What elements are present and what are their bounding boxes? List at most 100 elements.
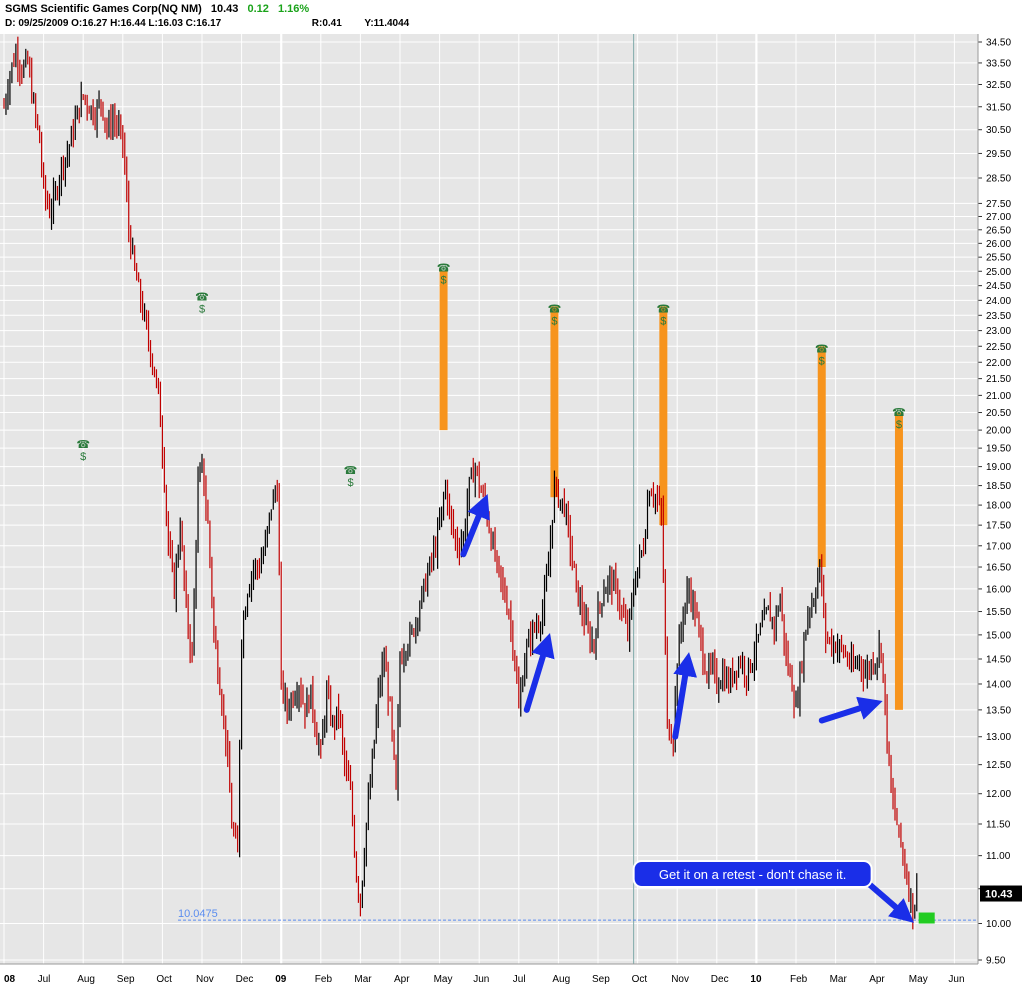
y-tick-label: 16.50	[986, 563, 1011, 574]
y-tick-label: 30.50	[986, 125, 1011, 136]
y-tick-label: 21.00	[986, 391, 1011, 402]
y-tick-label: 24.50	[986, 281, 1011, 292]
event-bar	[659, 306, 668, 526]
x-tick-label: Jun	[948, 974, 964, 985]
y-tick-label: 25.50	[986, 253, 1011, 264]
x-tick-label: 09	[275, 974, 287, 985]
y-tick-label: 12.00	[986, 789, 1011, 800]
y-tick-label: 18.00	[986, 501, 1011, 512]
x-tick-label: Sep	[592, 974, 610, 985]
quote-line: SGMS Scientific Games Corp(NQ NM) 10.43 …	[5, 3, 315, 15]
y-tick-label: 29.50	[986, 149, 1011, 160]
y-tick-label: 23.00	[986, 326, 1011, 337]
x-tick-label: Dec	[236, 974, 254, 985]
y-tick-label: 17.50	[986, 521, 1011, 532]
annotation-arrows	[460, 493, 914, 923]
y-tick-label: 26.50	[986, 225, 1011, 236]
dollar-icon: $	[819, 356, 825, 368]
x-axis-panel	[0, 964, 978, 991]
x-tick-label: Apr	[869, 974, 885, 985]
y-tick-label: 34.50	[986, 38, 1011, 49]
y-tick-label: 14.50	[986, 655, 1011, 666]
y-tick-label: 13.50	[986, 705, 1011, 716]
x-tick-label: 08	[4, 974, 16, 985]
x-tick-label: Aug	[77, 974, 95, 985]
current-marker	[918, 912, 935, 924]
y-tick-label: 14.00	[986, 679, 1011, 690]
y-axis-panel	[978, 34, 1024, 991]
y-tick-label: 10.00	[986, 919, 1011, 930]
phone-icon: ☎	[548, 303, 562, 315]
y-tick-label: 16.00	[986, 584, 1011, 595]
ohlc-values: D: 09/25/2009 O:16.27 H:16.44 L:16.03 C:…	[5, 18, 222, 29]
y-tick-label: 31.50	[986, 102, 1011, 113]
x-tick-label: Apr	[394, 974, 410, 985]
support-label: 10.0475	[178, 908, 218, 920]
y-tick-label: 33.50	[986, 58, 1011, 69]
x-tick-label: Oct	[156, 974, 172, 985]
x-tick-label: Nov	[196, 974, 214, 985]
price-tag-box	[980, 885, 1022, 902]
y-tick-label: 25.00	[986, 267, 1011, 278]
event-bar	[817, 346, 826, 568]
dollar-icon: $	[440, 274, 446, 286]
dollar-icon: $	[551, 315, 557, 327]
callout-box	[632, 859, 873, 888]
price-change-percent: 1.16%	[277, 3, 310, 15]
x-tick-label: Oct	[632, 974, 648, 985]
phone-icon: ☎	[344, 465, 358, 477]
y-tick-label: 27.00	[986, 212, 1011, 223]
event-bar	[894, 412, 903, 710]
y-tick-label: 23.50	[986, 311, 1011, 322]
annotation-arrow	[672, 652, 698, 740]
y-tick-label: 19.00	[986, 462, 1011, 473]
x-tick-label: Mar	[354, 974, 372, 985]
chart-header: SGMS Scientific Games Corp(NQ NM) 10.43 …	[0, 0, 1024, 35]
x-tick-label: May	[909, 974, 928, 985]
event-bar	[550, 306, 559, 498]
x-tick-label: Dec	[711, 974, 729, 985]
x-tick-label: 10	[750, 974, 762, 985]
annotation-arrow	[460, 493, 490, 558]
y-tick-label: 15.50	[986, 607, 1011, 618]
y-tick-label: 11.50	[986, 820, 1011, 831]
y-tick-label: 19.50	[986, 444, 1011, 455]
price-change: 0.12	[247, 3, 269, 15]
y-tick-label: 18.50	[986, 481, 1011, 492]
y-tick-label: 26.00	[986, 239, 1011, 250]
dollar-icon: $	[896, 419, 902, 431]
y-tick-label: 20.50	[986, 408, 1011, 419]
y-tick-label: 22.00	[986, 358, 1011, 369]
y-tick-label: 28.50	[986, 173, 1011, 184]
x-tick-label: May	[434, 974, 453, 985]
y-tick-label: 12.50	[986, 760, 1011, 771]
x-axis: 08 Jul Aug Sep Oct Nov Dec 09 Feb Mar Apr May Jun Jul…	[0, 963, 978, 985]
phone-icon: ☎	[76, 439, 90, 451]
x-tick-label: Nov	[671, 974, 689, 985]
phone-icon: ☎	[437, 262, 451, 274]
callout-text: Get it on a retest - don't chase it.	[659, 867, 846, 882]
last-price: 10.43	[210, 3, 239, 15]
y-tick-label: 15.00	[986, 630, 1011, 641]
current-price-tag: 10.43	[918, 885, 1022, 924]
phone-icon: ☎	[815, 344, 829, 356]
y-tick-label: 17.00	[986, 541, 1011, 552]
y-tick-label: 22.50	[986, 342, 1011, 353]
dollar-icon: $	[347, 477, 353, 489]
price-candles	[3, 36, 918, 930]
annotation-arrow	[818, 696, 883, 724]
x-tick-label: Sep	[117, 974, 135, 985]
ohlc-line: D: 09/25/2009 O:16.27 H:16.44 L:16.03 C:…	[5, 18, 415, 29]
x-tick-label: Jul	[513, 974, 526, 985]
y-tick-label: 20.00	[986, 426, 1011, 437]
x-tick-label: Mar	[830, 974, 848, 985]
callout: Get it on a retest - don't chase it.	[632, 859, 873, 888]
symbol-name: SGMS Scientific Games Corp(NQ NM)	[5, 3, 202, 15]
y-tick-label: 32.50	[986, 80, 1011, 91]
y-axis: 34.50 33.50 32.50 31.50 30.50 29.50 28.50 27.50…	[977, 34, 1011, 967]
event-bar	[439, 271, 448, 431]
y-tick-label: 21.50	[986, 374, 1011, 385]
event-icons: ☎$☎$☎$☎$☎$☎$☎$☎$	[76, 262, 905, 489]
price-chart[interactable]: 10.0475 ☎$☎$☎$☎$☎$☎$☎$☎$ Get it on a ret…	[0, 34, 1024, 991]
y-tick-label: 27.50	[986, 199, 1011, 210]
